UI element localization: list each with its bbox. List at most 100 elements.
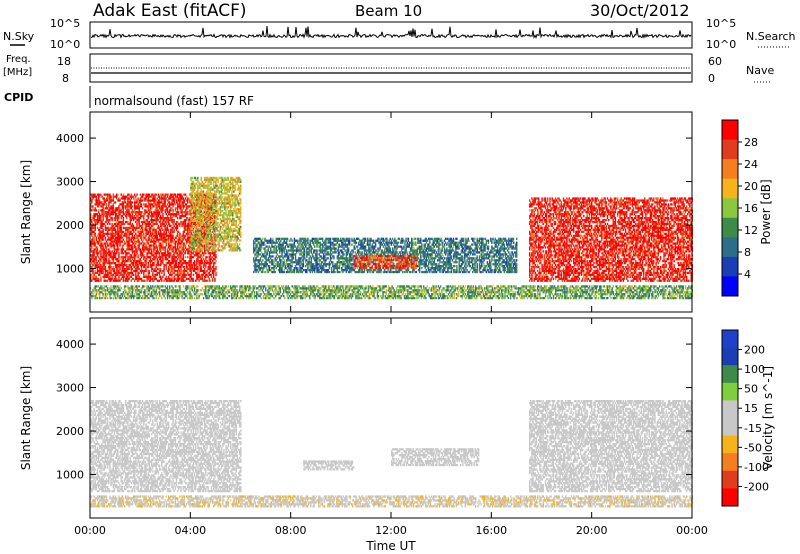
range-gate-cell	[240, 181, 241, 183]
range-gate-cell	[144, 199, 145, 201]
range-gate-cell	[137, 197, 138, 199]
range-gate-cell	[172, 248, 173, 250]
range-gate-cell	[258, 255, 259, 257]
range-gate-cell	[210, 214, 211, 216]
range-gate-cell	[172, 209, 173, 211]
range-gate-cell	[240, 198, 241, 200]
range-gate-cell	[228, 183, 229, 185]
range-gate-cell	[135, 217, 136, 219]
range-gate-cell	[316, 259, 317, 261]
range-gate-cell	[303, 263, 304, 265]
range-gate-cell	[214, 226, 215, 228]
range-gate-cell	[100, 217, 101, 219]
range-gate-cell	[199, 200, 200, 202]
range-gate-cell	[240, 214, 241, 216]
range-gate-cell	[272, 238, 273, 240]
range-gate-cell	[291, 263, 292, 265]
range-gate-cell	[212, 212, 213, 214]
range-gate-cell	[91, 248, 92, 250]
range-gate-cell	[307, 238, 308, 240]
range-gate-cell	[168, 229, 169, 231]
range-gate-cell	[236, 204, 237, 206]
range-gate-cell	[232, 214, 233, 216]
range-gate-cell	[102, 231, 103, 233]
range-gate-cell	[98, 209, 99, 211]
cpid-label: CPID	[4, 91, 33, 104]
range-gate-cell	[198, 181, 199, 183]
range-gate-cell	[154, 196, 155, 198]
range-gate-cell	[121, 278, 122, 280]
range-gate-cell	[263, 267, 264, 269]
range-gate-cell	[143, 194, 144, 196]
range-gate-cell	[151, 276, 152, 278]
range-gate-cell	[134, 194, 135, 196]
range-gate-cell	[202, 181, 203, 183]
range-gate-cell	[201, 208, 202, 210]
range-gate-cell	[106, 203, 107, 205]
range-gate-cell	[203, 212, 204, 214]
range-gate-cell	[123, 248, 124, 250]
range-gate-cell	[316, 246, 317, 248]
range-gate-cell	[222, 249, 223, 251]
range-gate-cell	[123, 244, 124, 246]
range-gate-cell	[240, 179, 241, 181]
range-gate-cell	[126, 233, 127, 235]
range-gate-cell	[193, 278, 194, 280]
noise-left-tick-low: 10^0	[50, 38, 80, 51]
range-gate-cell	[185, 260, 186, 262]
range-gate-cell	[230, 200, 231, 202]
range-gate-cell	[100, 194, 101, 196]
range-gate-cell	[156, 231, 157, 233]
range-gate-cell	[269, 265, 270, 267]
range-gate-cell	[175, 194, 176, 196]
range-gate-cell	[223, 226, 224, 228]
range-gate-cell	[142, 211, 143, 213]
range-gate-cell	[159, 272, 160, 274]
range-gate-cell	[196, 208, 197, 210]
range-gate-cell	[238, 237, 239, 239]
range-gate-cell	[96, 209, 97, 211]
range-gate-cell	[99, 203, 100, 205]
range-gate-cell	[194, 260, 195, 262]
range-gate-cell	[205, 181, 206, 183]
range-gate-cell	[118, 252, 119, 254]
range-gate-cell	[167, 248, 168, 250]
range-gate-cell	[193, 181, 194, 183]
range-gate-cell	[222, 196, 223, 198]
range-gate-cell	[184, 231, 185, 233]
range-gate-cell	[232, 198, 233, 200]
range-gate-cell	[237, 239, 238, 241]
range-gate-cell	[203, 200, 204, 202]
range-gate-cell	[160, 231, 161, 233]
range-gate-cell	[124, 223, 125, 225]
range-gate-cell	[184, 266, 185, 268]
range-gate-cell	[237, 243, 238, 245]
range-gate-cell	[133, 274, 134, 276]
range-gate-cell	[178, 248, 179, 250]
range-gate-cell	[240, 200, 241, 202]
range-gate-cell	[269, 253, 270, 255]
range-gate-cell	[208, 249, 209, 251]
range-gate-cell	[93, 237, 94, 239]
range-gate-cell	[150, 262, 151, 264]
range-gate-cell	[194, 262, 195, 264]
range-gate-cell	[151, 248, 152, 250]
range-gate-cell	[191, 276, 192, 278]
range-gate-cell	[191, 272, 192, 274]
range-gate-cell	[165, 203, 166, 205]
range-gate-cell	[190, 214, 191, 216]
range-gate-cell	[101, 201, 102, 203]
range-gate-cell	[177, 227, 178, 229]
range-gate-cell	[111, 231, 112, 233]
range-gate-cell	[172, 205, 173, 207]
range-gate-cell	[293, 255, 294, 257]
range-gate-cell	[281, 253, 282, 255]
range-gate-cell	[306, 269, 307, 271]
range-gate-cell	[211, 262, 212, 264]
range-gate-cell	[154, 276, 155, 278]
range-gate-cell	[238, 185, 239, 187]
range-gate-cell	[144, 242, 145, 244]
range-gate-cell	[139, 219, 140, 221]
range-gate-cell	[127, 221, 128, 223]
range-gate-cell	[151, 217, 152, 219]
